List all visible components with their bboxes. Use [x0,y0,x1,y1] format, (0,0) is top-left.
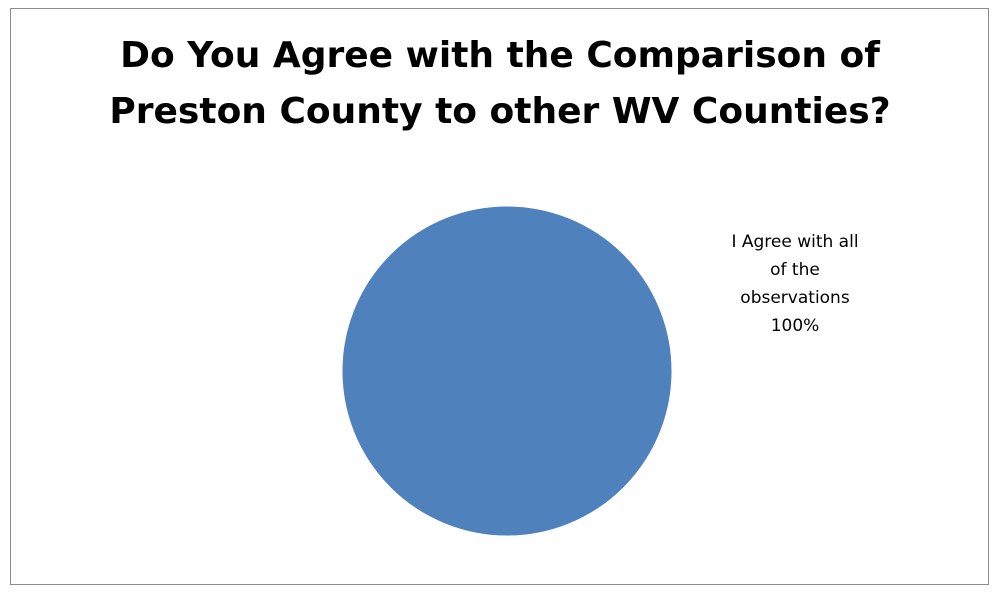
slice-label-line-2: of the [770,260,820,280]
chart-title-line-2: Preston County to other WV Counties? [109,91,891,132]
chart-title: Do You Agree with the Comparison of Pres… [0,28,1000,140]
slice-percent-label: 100% [770,316,820,336]
slice-label-line-3: observations [740,288,850,308]
pie-slice-0 [341,205,673,537]
pie-slice-data-label: I Agree with all of the observations 100… [680,228,910,340]
chart-title-line-1: Do You Agree with the Comparison of [120,35,880,76]
slice-label-line-1: I Agree with all [731,232,859,252]
